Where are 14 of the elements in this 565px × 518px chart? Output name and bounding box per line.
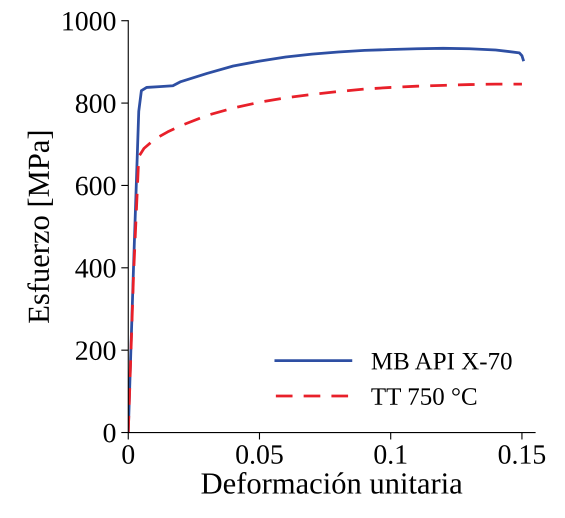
x-tick-label: 0 (122, 445, 134, 464)
y-tick-label: 400 (75, 258, 116, 278)
x-tick-label: 0.05 (236, 445, 283, 464)
x-tick-label: 0.15 (498, 445, 546, 464)
legend-label: TT 750 °C (371, 388, 476, 405)
legend-label: MB API X-70 (372, 352, 512, 370)
y-tick-label: 1000 (63, 12, 116, 31)
x-tick-label: 0.1 (374, 445, 406, 464)
y-tick-label: 0 (104, 424, 116, 442)
x-axis-title: Deformación unitaria (201, 472, 462, 494)
y-tick-label: 600 (76, 176, 116, 196)
y-axis-title: Esfuerzo [MPa] (27, 132, 53, 323)
y-tick-label: 800 (76, 94, 116, 113)
y-tick-label: 200 (76, 341, 116, 360)
